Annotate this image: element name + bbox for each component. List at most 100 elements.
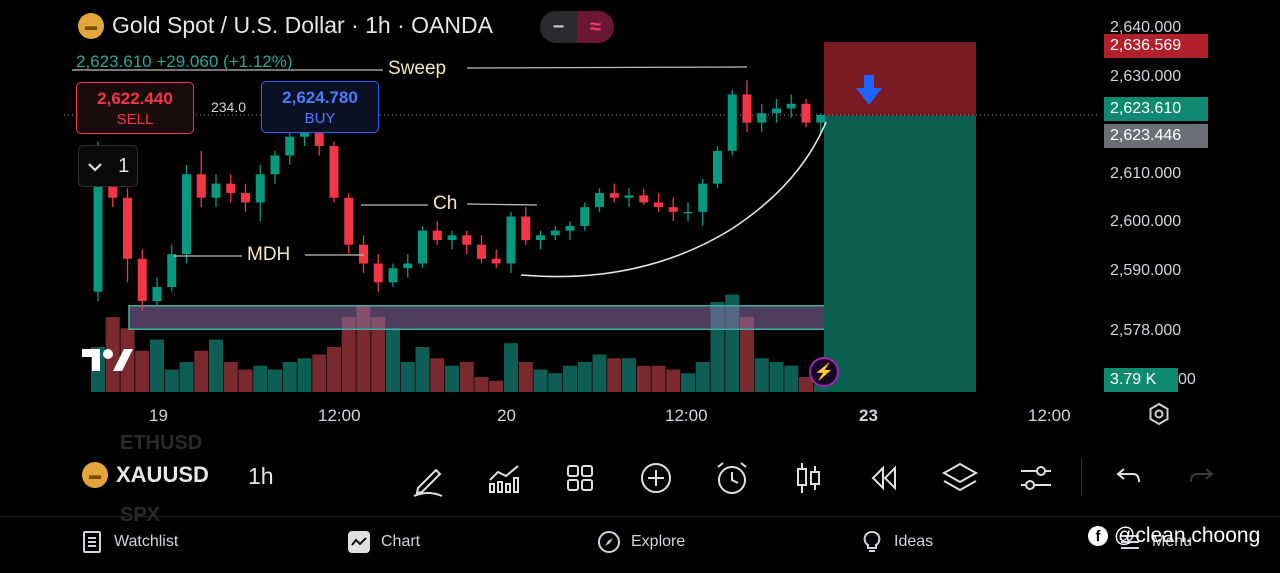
stop-loss-price-tag: 2,636.569 [1104, 34, 1208, 58]
quote-line: 2,623.610 +29.060 (+1.12%) [76, 52, 293, 72]
volume-bar [164, 369, 179, 392]
candle-body [491, 258, 501, 264]
candle-body [521, 216, 531, 241]
header-buttons: − ≈ [540, 11, 614, 43]
add-plus-icon[interactable] [636, 458, 676, 498]
candle-body [270, 155, 280, 175]
volume-bar [327, 347, 341, 392]
toolbar-divider [1081, 458, 1082, 496]
minus-button[interactable]: − [552, 15, 565, 38]
candle-body [668, 207, 678, 212]
candle-body [683, 211, 693, 214]
candle-body [418, 230, 427, 264]
candle-body [211, 183, 221, 198]
nav-watchlist[interactable]: Watchlist [80, 530, 178, 554]
replay-rewind-icon[interactable] [864, 458, 904, 498]
ch-line-right [466, 203, 538, 206]
candle-body [388, 268, 398, 283]
hamburger-menu-icon [1118, 530, 1142, 554]
price-chart[interactable] [0, 0, 1280, 440]
buy-button[interactable]: 2,624.780 BUY [261, 81, 379, 133]
price-axis-label: 2,590.000 [1110, 262, 1182, 279]
candle-body [432, 230, 442, 241]
volume-bar [415, 347, 430, 392]
volume-bar [563, 365, 577, 392]
buy-price: 2,624.780 [282, 88, 358, 107]
layers-icon[interactable] [940, 458, 980, 498]
drawing-tools-icon[interactable] [408, 458, 448, 498]
price-axis-label: 2,640.000 [1110, 19, 1182, 36]
annotation-sweep[interactable]: Sweep [386, 58, 449, 80]
volume-bar [179, 362, 194, 392]
buy-label: BUY [304, 110, 336, 127]
volume-bar [681, 373, 695, 392]
candle-body [550, 230, 560, 236]
interval-selector[interactable]: 1h [248, 463, 274, 489]
candle-body [403, 263, 413, 269]
candle-body [536, 235, 545, 241]
time-axis-label: 12:00 [318, 406, 361, 425]
candle-body [654, 202, 663, 208]
annotation-ch[interactable]: Ch [431, 193, 460, 215]
candle-body [373, 263, 383, 283]
candle-body [565, 225, 575, 231]
redo-icon[interactable] [1183, 458, 1223, 498]
volume-bar [282, 362, 297, 392]
nav-chart[interactable]: Chart [347, 530, 420, 554]
demand-zone [128, 305, 826, 331]
nav-menu[interactable]: Menu [1118, 530, 1192, 554]
undo-icon[interactable] [1107, 458, 1147, 498]
volume-bar [341, 317, 356, 392]
quantity-selector[interactable]: 1 [78, 145, 138, 187]
sell-button[interactable]: 2,622.440 SELL [76, 82, 194, 134]
lightning-icon[interactable]: ⚡ [809, 357, 839, 387]
candle-body [241, 193, 250, 203]
volume-bar [268, 369, 282, 392]
facebook-icon: f [1088, 526, 1108, 546]
volume-bar [518, 362, 533, 392]
alarm-clock-icon[interactable] [712, 458, 752, 498]
watchlist-icon [80, 530, 104, 554]
nav-explore[interactable]: Explore [597, 530, 685, 554]
nav-ideas[interactable]: Ideas [860, 530, 933, 554]
time-axis-label: 19 [149, 406, 168, 425]
wave-button[interactable]: ≈ [577, 11, 614, 43]
volume-bar [489, 380, 504, 392]
candle-body [772, 108, 781, 114]
volume-bar [386, 328, 400, 392]
volume-bar [813, 384, 828, 392]
candle-body [757, 113, 767, 123]
candle-body [344, 197, 354, 245]
price-axis-label: 2,600.000 [1110, 213, 1182, 230]
ghost-symbol-above: ETHUSD [120, 432, 203, 454]
settings-icon[interactable] [1147, 402, 1171, 432]
candle-body [786, 103, 796, 109]
candle-body [595, 193, 604, 208]
volume-bar [666, 369, 681, 392]
price-change: +29.060 [156, 52, 219, 71]
time-axis-label: 12:00 [665, 406, 708, 425]
candle-body [713, 150, 722, 184]
settings-sliders-icon[interactable] [1016, 458, 1056, 498]
tradingview-logo [80, 345, 134, 381]
chart-area[interactable] [0, 0, 1280, 440]
volume-bar [607, 358, 622, 392]
watermark: f @clean.choong [1088, 524, 1260, 548]
time-axis-label: 23 [859, 406, 878, 425]
symbol-selector[interactable]: ▬ XAUUSD [82, 462, 209, 488]
indicators-icon[interactable] [484, 458, 524, 498]
volume-bar [209, 339, 223, 392]
candle-type-icon[interactable] [788, 458, 828, 498]
price-change-pct: (+1.12%) [223, 52, 293, 71]
candle-body [447, 235, 457, 241]
candle-body [152, 286, 162, 302]
volume-bar [695, 362, 710, 392]
candle-body [314, 127, 324, 147]
annotation-mdh[interactable]: MDH [245, 244, 293, 266]
volume-bar [548, 373, 563, 392]
symbol-name: XAUUSD [116, 462, 209, 487]
volume-bar [459, 362, 474, 392]
volume-bar [504, 343, 518, 392]
layout-grid-icon[interactable] [560, 458, 600, 498]
entry-price-tag: 2,623.446 [1104, 124, 1208, 148]
